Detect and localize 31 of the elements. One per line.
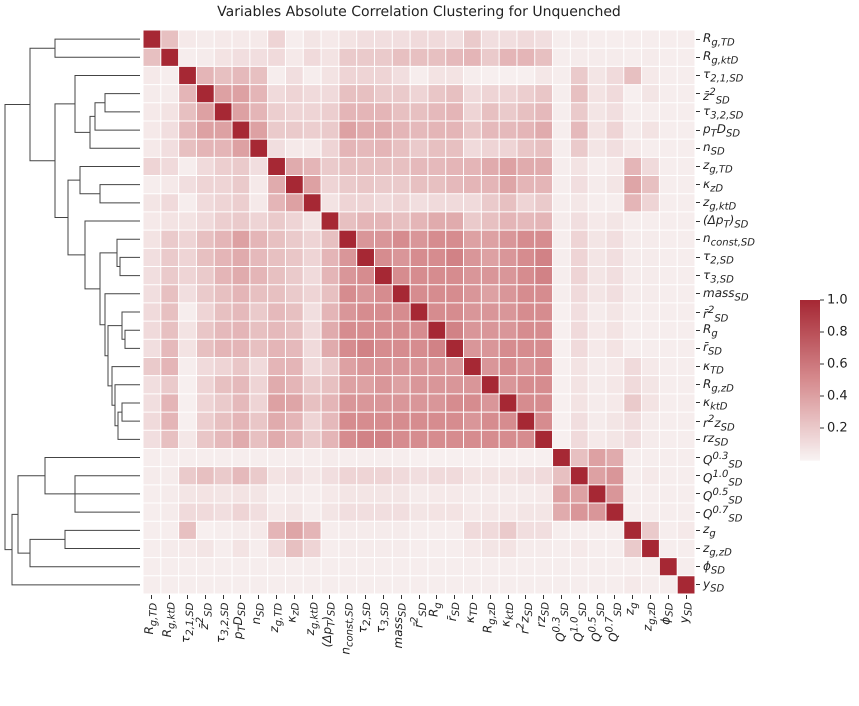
y-tick-label: n$_{SD}$	[703, 140, 725, 160]
y-tick-label: R$_{g,zD}$	[703, 376, 734, 396]
y-tick-label: ϕ$_{SD}$	[703, 558, 725, 578]
y-tick-label: y$_{SD}$	[703, 576, 724, 596]
y-tick-label: p$_{T}$D$_{SD}$	[703, 122, 740, 142]
y-tick-label: z$_{g,ktD}$	[703, 194, 736, 214]
y-tick-label: τ$_{3,2,SD}$	[703, 104, 744, 122]
color-bar-label: 1.0	[827, 292, 848, 308]
y-tick-label: rz$_{SD}$	[703, 431, 728, 449]
y-tick-label: κ$_{zD}$	[703, 176, 724, 196]
y-tick-label: z$_{g,zD}$	[703, 540, 732, 560]
y-tick-label: τ$_{3,SD}$	[703, 268, 734, 287]
y-tick-label: τ$_{2,1,SD}$	[703, 67, 744, 87]
y-tick-label: R$_{g,ktD}$	[703, 49, 738, 69]
y-tick-label: R$_{g}$	[703, 322, 718, 340]
y-tick-label: mass$_{SD}$	[703, 286, 749, 306]
y-tick-label: z$_{g}$	[703, 522, 716, 542]
y-tick-label: z$_{g,TD}$	[703, 158, 733, 178]
y-tick-label: n$_{const,SD}$	[703, 231, 755, 251]
color-bar-label: 0.8	[827, 324, 848, 340]
y-tick-label: r$^{2}$z$_{SD}$	[703, 414, 735, 434]
chart-title: Variables Absolute Correlation Clustering for Unquenched	[216, 4, 622, 20]
y-tick-label: κ$_{ktD}$	[703, 394, 728, 414]
color-bar-label: 0.2	[827, 420, 848, 436]
y-tick-label: R$_{g,TD}$	[703, 31, 735, 50]
color-bar-label: 0.4	[827, 388, 848, 404]
y-tick-label: (Δp$_{T}$)$_{SD}$	[703, 213, 748, 232]
color-bar-label: 0.6	[827, 356, 848, 372]
y-tick-label: τ$_{2,SD}$	[703, 249, 734, 269]
y-tick-label: κ$_{TD}$	[703, 358, 724, 378]
y-tick-label: r̄$_{SD}$	[703, 340, 722, 360]
